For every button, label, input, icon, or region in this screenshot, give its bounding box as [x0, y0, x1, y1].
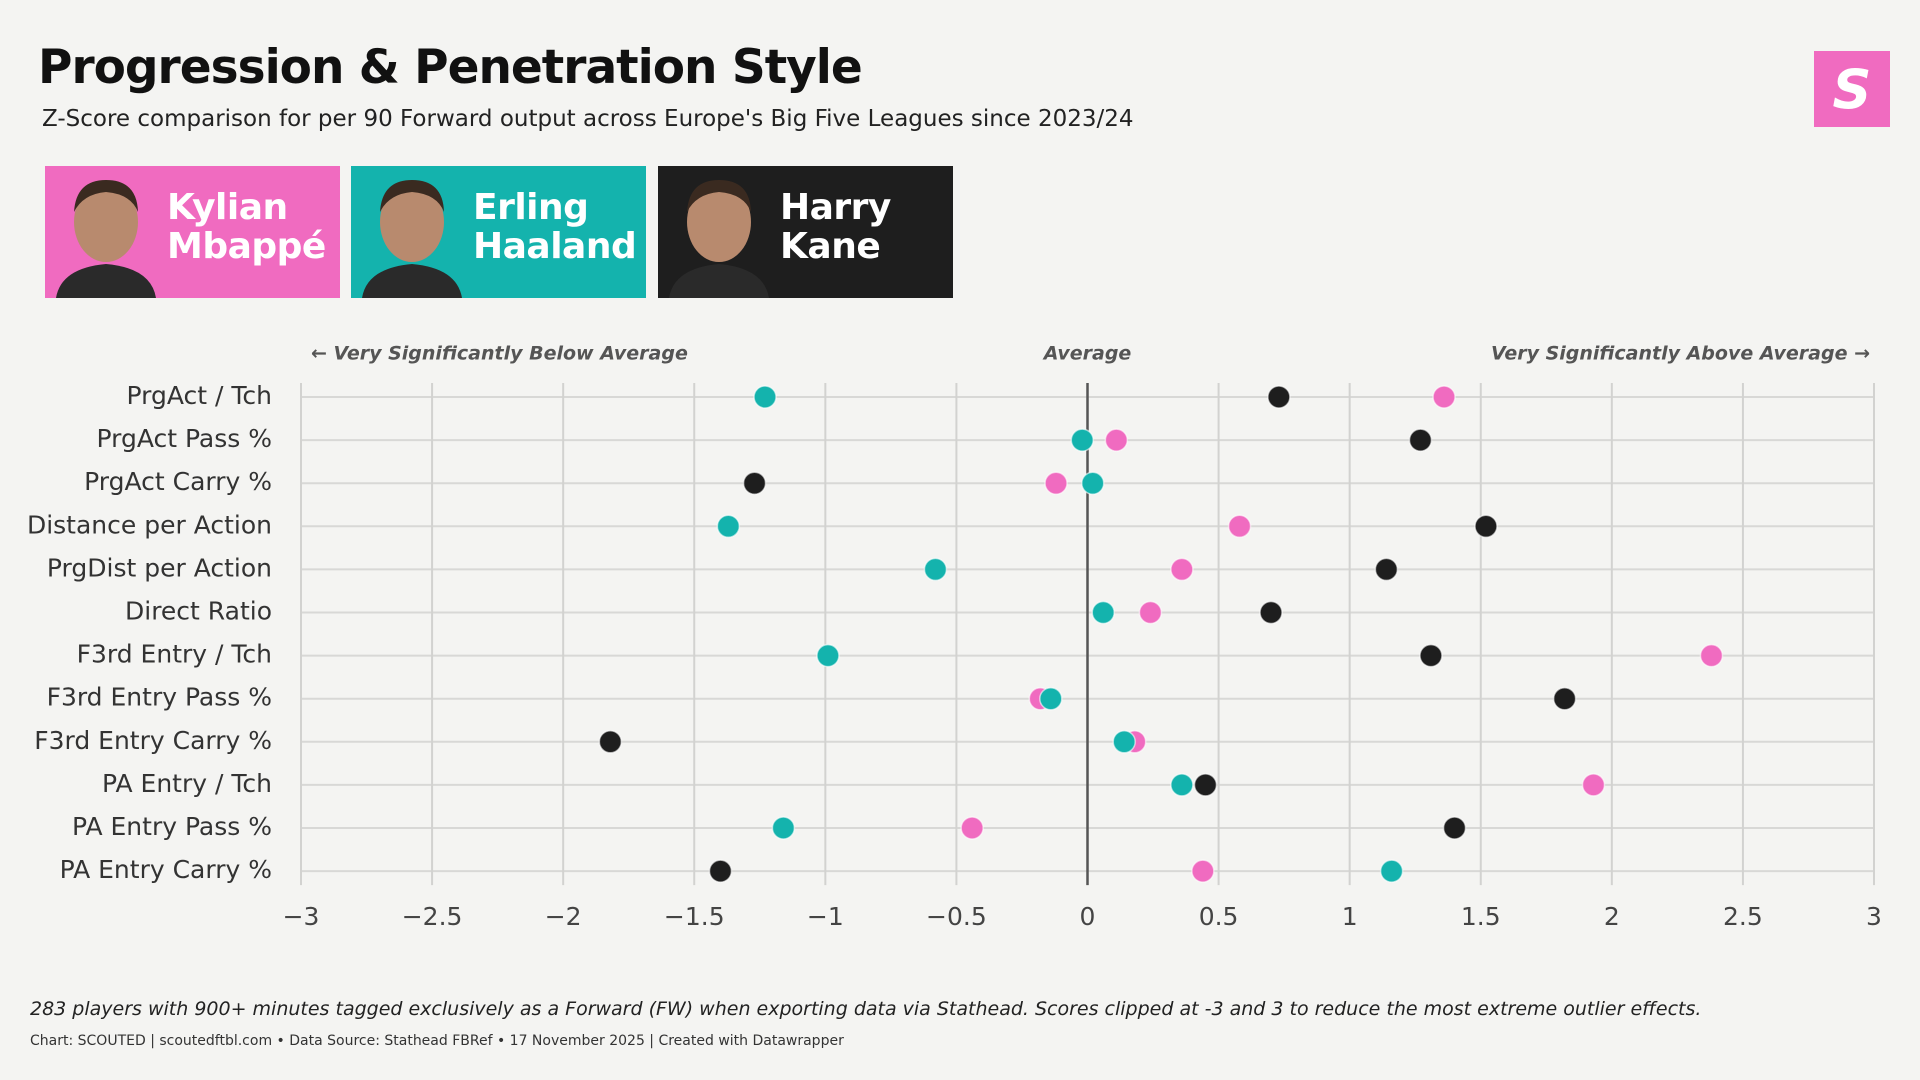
dot: [1138, 600, 1163, 625]
subtitle: Z-Score comparison for per 90 Forward ou…: [42, 106, 1134, 132]
credit: Chart: SCOUTED | scoutedftbl.com • Data …: [30, 1033, 844, 1049]
title: Progression & Penetration Style: [38, 40, 863, 95]
annotation: ← Very Significantly Below Average: [311, 343, 688, 365]
x-tick-label: −3: [283, 902, 320, 931]
x-tick-label: −1.5: [664, 902, 725, 931]
player-card: Kylian Mbappé: [45, 166, 340, 298]
dot: [1112, 730, 1136, 754]
hair: [687, 180, 751, 212]
dot: [816, 643, 840, 668]
player-card: Erling Haaland: [351, 166, 646, 298]
hair: [380, 180, 444, 212]
y-tick-label: PrgDist per Action: [47, 553, 272, 582]
dot: [1581, 773, 1606, 797]
x-tick-label: −2.5: [402, 902, 463, 931]
player-photo: [56, 180, 156, 298]
dot: [1080, 471, 1105, 495]
x-tick-label: −1: [807, 902, 844, 931]
player-photo: [362, 180, 462, 298]
y-tick-label: PA Entry Carry %: [60, 855, 272, 884]
dot: [1259, 600, 1283, 625]
dot: [1091, 600, 1115, 625]
dot: [1699, 643, 1724, 668]
x-tick-label: 0: [1080, 902, 1096, 931]
dot: [1374, 557, 1399, 582]
dot: [1193, 773, 1218, 797]
dot: [1191, 859, 1215, 883]
dot: [1442, 816, 1467, 840]
y-tick-label: PrgAct Carry %: [84, 467, 272, 496]
x-tick-label: 1: [1342, 902, 1358, 931]
dot: [1227, 514, 1252, 539]
dot: [1170, 557, 1194, 582]
y-tick-label: PrgAct / Tch: [127, 381, 272, 410]
dot: [1552, 686, 1577, 711]
y-tick-label: F3rd Entry Pass %: [47, 683, 272, 712]
dot: [1267, 385, 1291, 409]
x-tick-label: 2: [1604, 902, 1620, 931]
x-tick-label: −0.5: [926, 902, 987, 931]
y-tick-label: PrgAct Pass %: [96, 424, 272, 453]
player-card: Harry Kane: [658, 166, 953, 298]
dot: [1379, 859, 1404, 883]
dot: [716, 514, 741, 539]
y-tick-label: PA Entry / Tch: [102, 769, 272, 798]
dot: [1408, 428, 1433, 452]
x-tick-label: 3: [1866, 902, 1882, 931]
y-tick-label: Distance per Action: [27, 510, 272, 539]
x-tick-label: 2.5: [1723, 902, 1763, 931]
x-tick-label: 1.5: [1461, 902, 1501, 931]
face: [74, 182, 138, 262]
face: [380, 182, 444, 262]
x-tick-label: −2: [545, 902, 582, 931]
y-tick-label: PA Entry Pass %: [72, 812, 272, 841]
x-tick-label: 0.5: [1199, 902, 1239, 931]
hair: [74, 180, 138, 212]
dot: [708, 859, 733, 883]
player-photo: [669, 180, 769, 298]
dot: [1419, 643, 1443, 668]
dot: [1104, 428, 1129, 452]
dot: [1474, 514, 1498, 539]
logo: S: [1814, 51, 1890, 127]
dot: [598, 730, 623, 754]
dot: [923, 557, 948, 582]
shirt: [362, 264, 462, 298]
dot: [1432, 385, 1456, 409]
dot: [1039, 686, 1063, 711]
legend-label: Harry Kane: [780, 187, 891, 267]
footnote: 283 players with 900+ minutes tagged exc…: [30, 998, 1702, 1020]
dot: [960, 816, 984, 840]
dot: [753, 385, 777, 409]
annotation: Average: [1042, 343, 1132, 365]
y-tick-label: F3rd Entry / Tch: [77, 640, 272, 669]
dot: [1170, 773, 1194, 797]
dot: [1070, 428, 1095, 452]
shirt: [56, 264, 156, 298]
annotation: Very Significantly Above Average →: [1491, 343, 1870, 365]
legend-label: Kylian Mbappé: [167, 187, 326, 267]
dot: [742, 471, 767, 495]
y-tick-label: Direct Ratio: [125, 597, 272, 626]
dot: [1044, 471, 1068, 495]
face: [687, 182, 751, 262]
dot: [771, 816, 796, 840]
shirt: [669, 264, 769, 298]
legend-label: Erling Haaland: [473, 187, 637, 267]
y-tick-label: F3rd Entry Carry %: [34, 726, 272, 755]
